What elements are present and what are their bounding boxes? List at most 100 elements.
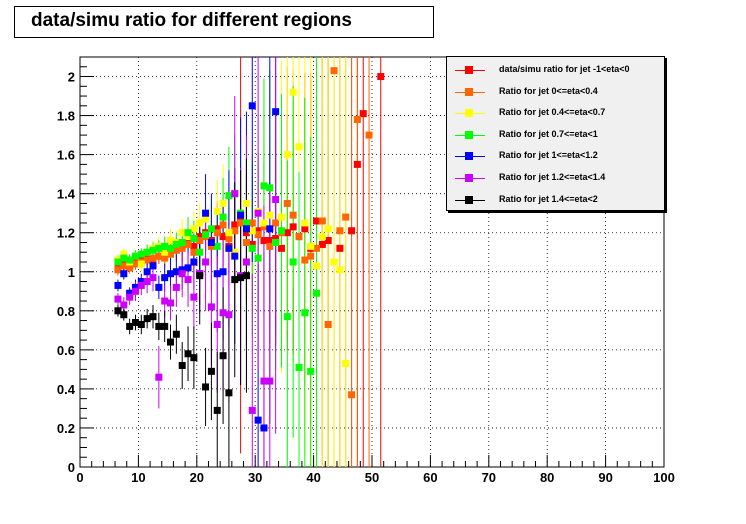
data-point <box>225 389 233 397</box>
chart-title: data/simu ratio for different regions <box>31 10 352 31</box>
data-point <box>190 293 198 301</box>
legend-marker <box>465 130 473 139</box>
data-point <box>155 322 163 330</box>
legend-entry: Ratio for jet 0<=eta<0.4 <box>447 82 664 102</box>
data-point <box>266 211 274 219</box>
legend: data/simu ratio for jet -1<eta<0 Ratio fo… <box>446 56 665 211</box>
data-point <box>196 272 204 280</box>
legend-marker <box>465 174 473 182</box>
data-point <box>266 184 274 192</box>
data-point <box>231 190 239 198</box>
data-point <box>254 227 262 235</box>
data-point <box>289 258 297 266</box>
data-point <box>353 115 361 123</box>
data-point <box>149 274 157 282</box>
data-point <box>324 225 332 233</box>
x-tick-label: 50 <box>365 470 379 485</box>
data-point <box>242 225 250 233</box>
legend-marker <box>465 195 473 204</box>
data-point <box>313 244 321 252</box>
data-point <box>172 283 180 291</box>
data-point <box>184 350 192 358</box>
data-point <box>225 192 233 200</box>
x-tick-label: 70 <box>482 470 496 485</box>
data-point <box>242 229 250 237</box>
data-point <box>172 246 180 254</box>
data-point <box>114 266 122 274</box>
data-point <box>178 238 186 246</box>
data-point <box>242 272 250 280</box>
data-point <box>167 270 175 278</box>
data-point <box>126 293 134 301</box>
y-tick-label: 2 <box>68 70 75 85</box>
data-point <box>143 248 151 256</box>
data-point <box>161 248 169 256</box>
data-point <box>242 238 250 246</box>
x-tick-label: 80 <box>540 470 554 485</box>
data-point <box>184 264 192 272</box>
legend-label: Ratio for jet 1<=eta<1.2 <box>499 150 598 161</box>
data-point <box>202 215 210 223</box>
data-point <box>219 268 227 276</box>
y-tick-label: 0.2 <box>57 421 75 436</box>
data-point <box>207 238 215 246</box>
data-point <box>313 262 321 270</box>
y-tick-label: 0 <box>68 460 75 475</box>
data-point <box>283 313 291 321</box>
data-point <box>237 211 245 219</box>
data-point <box>184 229 192 237</box>
data-point <box>260 377 268 385</box>
data-point <box>231 276 239 284</box>
y-tick-label: 0.6 <box>57 343 75 358</box>
data-point <box>126 264 134 272</box>
legend-marker <box>465 152 473 161</box>
data-point <box>377 73 385 81</box>
data-point <box>172 268 180 276</box>
data-point <box>318 217 326 225</box>
legend-label: Ratio for jet 1.2<=eta<1.4 <box>499 172 606 182</box>
legend-marker <box>465 87 473 96</box>
x-tick-label: 10 <box>131 470 145 485</box>
data-point <box>167 237 175 245</box>
data-point <box>114 258 122 266</box>
data-point <box>254 209 262 217</box>
data-point <box>342 213 350 221</box>
data-point <box>213 242 221 250</box>
data-point <box>324 237 332 245</box>
data-point <box>289 223 297 231</box>
data-point <box>196 237 204 245</box>
data-point <box>202 231 210 239</box>
data-point <box>277 227 285 235</box>
legend-label: Ratio for jet 0.7<=eta<1 <box>499 128 598 139</box>
data-point <box>155 244 163 252</box>
data-point <box>149 313 157 321</box>
data-point <box>143 315 151 323</box>
data-point <box>277 213 285 221</box>
data-point <box>126 256 134 264</box>
data-point <box>260 182 268 190</box>
legend-entry: Ratio for jet 1.2<=eta<1.4 <box>447 168 664 188</box>
data-point <box>161 322 169 330</box>
data-point <box>114 295 122 303</box>
data-point <box>137 320 145 328</box>
data-point <box>161 242 169 250</box>
data-point <box>225 229 233 237</box>
data-point <box>137 278 145 286</box>
data-point <box>231 248 239 256</box>
data-point <box>131 260 139 268</box>
data-point <box>143 278 151 286</box>
legend-label: Ratio for jet 0<=eta<0.4 <box>499 85 598 96</box>
data-point <box>301 309 309 317</box>
data-point <box>172 330 180 338</box>
data-point <box>155 252 163 260</box>
data-point <box>348 391 356 399</box>
data-point <box>225 311 233 319</box>
data-point <box>248 102 256 110</box>
data-point <box>131 319 139 327</box>
legend-entry: Ratio for jet 0.7<=eta<1 <box>447 125 664 145</box>
data-point <box>161 274 169 282</box>
data-point <box>161 297 169 305</box>
x-tick-label: 40 <box>306 470 320 485</box>
data-point <box>248 240 256 248</box>
data-point <box>248 227 256 235</box>
